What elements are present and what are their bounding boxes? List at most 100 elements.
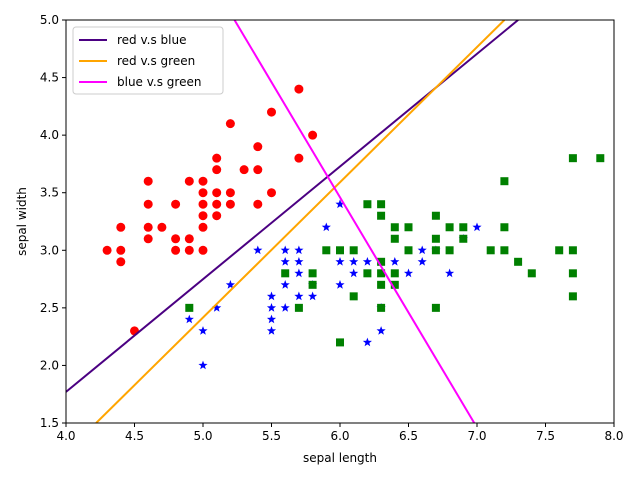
data-point: [417, 257, 427, 266]
data-point: [294, 303, 303, 312]
data-point: [336, 246, 344, 255]
data-point: [349, 246, 358, 255]
data-point: [280, 303, 290, 312]
data-point: [404, 246, 413, 255]
data-point: [294, 84, 304, 94]
data-point: [266, 326, 277, 335]
data-point: [472, 222, 482, 232]
data-point: [335, 280, 345, 289]
data-point: [363, 269, 372, 278]
data-point: [116, 257, 126, 267]
data-point: [225, 188, 235, 198]
data-point: [445, 223, 454, 232]
x-tick-label: 7.5: [536, 429, 555, 443]
y-tick-label: 3.0: [40, 243, 59, 257]
decision-line: [233, 20, 476, 423]
data-point: [212, 211, 222, 221]
data-point: [184, 234, 194, 244]
x-axis-label: sepal length: [303, 451, 377, 465]
x-tick-label: 4.5: [125, 429, 144, 443]
data-point: [280, 280, 290, 289]
x-tick-label: 4.0: [56, 429, 75, 443]
data-point: [335, 199, 345, 209]
data-point: [102, 245, 112, 255]
data-point: [225, 119, 235, 129]
decision-line: [95, 20, 506, 423]
data-point: [253, 165, 263, 175]
data-point: [349, 268, 359, 278]
legend-label: blue v.s green: [117, 75, 201, 89]
data-point: [336, 338, 344, 347]
legend-label: red v.s green: [117, 54, 195, 68]
data-point: [459, 234, 468, 243]
data-point: [171, 199, 181, 209]
x-tick-label: 5.0: [193, 429, 212, 443]
lines-layer: [66, 20, 519, 423]
data-point: [308, 280, 317, 289]
data-point: [198, 188, 208, 198]
data-point: [198, 211, 208, 221]
data-point: [308, 269, 317, 278]
data-point: [267, 188, 276, 198]
data-point: [171, 245, 181, 255]
data-point: [445, 246, 454, 255]
data-point: [445, 268, 455, 278]
data-point: [390, 257, 400, 266]
data-point: [143, 176, 153, 186]
data-point: [294, 257, 304, 266]
data-point: [308, 291, 318, 301]
data-point: [321, 222, 331, 232]
series-layer: [102, 84, 605, 370]
data-point: [281, 269, 290, 278]
data-point: [267, 107, 276, 117]
y-tick-label: 2.0: [40, 358, 59, 372]
data-point: [308, 130, 318, 140]
data-point: [198, 360, 208, 370]
data-point: [294, 291, 304, 301]
legend: red v.s blue red v.s green blue v.s green: [72, 26, 224, 95]
data-point: [253, 199, 263, 209]
data-point: [459, 223, 468, 232]
data-point: [390, 223, 399, 232]
data-point: [294, 153, 304, 163]
y-tick-label: 5.0: [40, 13, 59, 27]
data-point: [266, 303, 277, 312]
x-tick-label: 7.0: [467, 429, 486, 443]
data-point: [198, 199, 208, 209]
data-point: [253, 142, 263, 152]
data-point: [431, 234, 440, 243]
data-point: [431, 246, 440, 255]
data-point: [376, 326, 386, 335]
y-tick-label: 1.5: [40, 416, 59, 430]
x-tick-label: 5.5: [262, 429, 281, 443]
data-point: [349, 257, 359, 266]
data-point: [198, 326, 208, 335]
x-tick-label: 8.0: [604, 429, 623, 443]
data-point: [390, 280, 399, 289]
data-point: [568, 246, 577, 255]
data-point: [198, 245, 208, 255]
data-point: [212, 199, 222, 209]
data-point: [212, 165, 222, 175]
data-point: [362, 337, 372, 347]
data-point: [527, 269, 536, 278]
data-point: [185, 303, 194, 312]
data-point: [225, 199, 235, 209]
y-tick-label: 3.5: [40, 186, 59, 200]
data-point: [362, 257, 372, 266]
data-point: [377, 269, 386, 278]
data-point: [171, 234, 181, 244]
data-point: [377, 303, 386, 312]
data-point: [212, 303, 222, 312]
data-point: [500, 177, 509, 186]
data-point: [335, 257, 345, 266]
data-point: [225, 280, 235, 289]
data-point: [349, 292, 358, 301]
legend-label: red v.s blue: [117, 33, 186, 47]
data-point: [184, 245, 194, 255]
data-point: [514, 257, 523, 266]
data-point: [431, 211, 440, 220]
data-point: [266, 291, 277, 301]
data-point: [377, 200, 386, 209]
